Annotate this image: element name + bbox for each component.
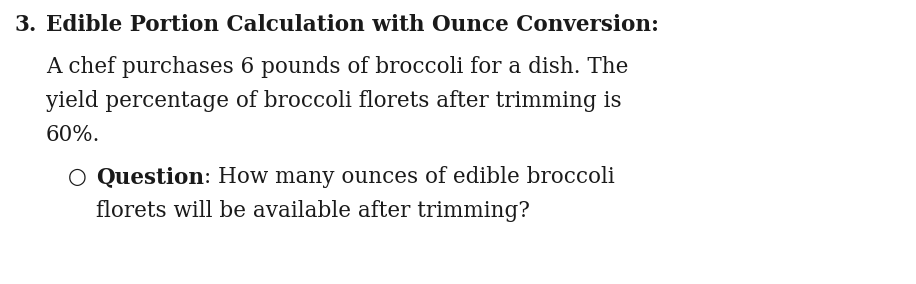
Text: florets will be available after trimming?: florets will be available after trimming… [96, 200, 529, 222]
Text: ○: ○ [68, 166, 87, 188]
Text: 3.: 3. [14, 14, 37, 36]
Text: Edible Portion Calculation with Ounce Conversion:: Edible Portion Calculation with Ounce Co… [46, 14, 659, 36]
Text: yield percentage of broccoli florets after trimming is: yield percentage of broccoli florets aft… [46, 90, 622, 112]
Text: A chef purchases 6 pounds of broccoli for a dish. The: A chef purchases 6 pounds of broccoli fo… [46, 56, 628, 78]
Text: : How many ounces of edible broccoli: : How many ounces of edible broccoli [204, 166, 615, 188]
Text: Question: Question [96, 166, 204, 188]
Text: 60%.: 60%. [46, 124, 101, 146]
